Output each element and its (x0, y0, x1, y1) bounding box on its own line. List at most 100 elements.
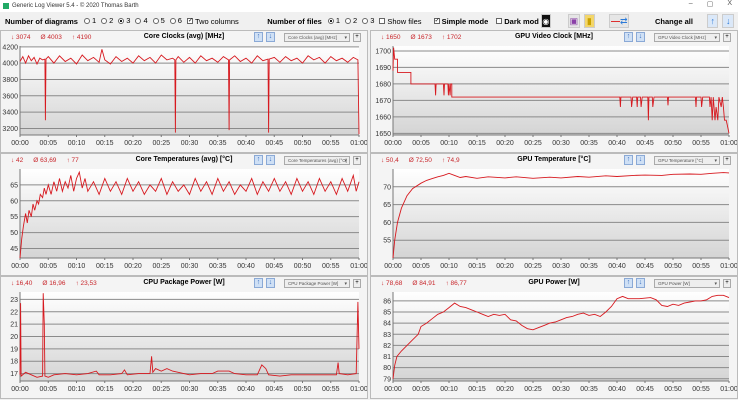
radio-circle[interactable] (135, 17, 142, 24)
x-tick-label: 00:15 (468, 386, 486, 393)
checkbox-box[interactable] (496, 18, 503, 24)
arrow-up-icon[interactable]: ↑ (706, 14, 719, 28)
arrow-up-icon[interactable]: ↑ (254, 32, 263, 42)
expand-button[interactable]: + (353, 155, 361, 165)
arrow-up-icon[interactable]: ↑ (254, 155, 263, 165)
series-select[interactable]: GPU Temperature [°C] (654, 155, 720, 165)
series-select[interactable]: Core Clocks (avg) [MHz] (284, 32, 350, 42)
x-tick-label: 01:00 (350, 263, 367, 270)
expand-button[interactable]: + (723, 155, 731, 165)
radio-label: 5 (160, 16, 165, 26)
expand-button[interactable]: + (353, 278, 361, 288)
checkbox-box[interactable] (379, 18, 386, 24)
stat-max: ↑ 23,53 (75, 280, 97, 287)
simple-mode-checkbox[interactable]: ✓ Simple mode (433, 17, 488, 26)
x-tick-label: 00:25 (152, 386, 170, 393)
radio-circle[interactable] (327, 17, 334, 24)
arrow-down-icon[interactable]: ↓ (266, 155, 275, 165)
y-tick-label: 82 (383, 343, 391, 350)
series-select[interactable]: GPU Power [W] (654, 278, 720, 288)
arrow-down-icon[interactable]: ↓ (636, 155, 645, 165)
stat-avg: Ø 84,91 (412, 280, 436, 287)
panel-stats: ↓ 42 Ø 63,69 ↑ 77 (11, 157, 79, 164)
stat-max: ↑ 86,77 (445, 280, 467, 287)
series-select[interactable]: Core Temperatures (avg) [°C] (284, 155, 350, 165)
arrow-down-icon[interactable]: ↓ (636, 278, 645, 288)
files-radio-1[interactable]: 1 (327, 16, 340, 25)
x-tick-label: 00:35 (580, 263, 598, 270)
diagrams-radio-1[interactable]: 1 (83, 16, 97, 26)
x-tick-label: 00:45 (636, 263, 654, 270)
remove-swap-icon[interactable]: — ⇄ (609, 14, 630, 28)
panel-header: ↓ 16,40 Ø 16,96 ↑ 23,53 CPU Package Powe… (1, 277, 367, 289)
arrow-down-icon[interactable]: ↓ (266, 278, 275, 288)
radio-circle[interactable] (83, 17, 90, 24)
stat-min: ↓ 42 (11, 157, 24, 164)
radio-circle[interactable] (362, 17, 369, 24)
diagrams-radio-5[interactable]: 5 (152, 16, 165, 26)
chart-plot: 17 18 19 20 21 22 23 00:00 00:05 00:10 00:15 00:20 0… (10, 292, 367, 393)
arrow-up-icon[interactable]: ↑ (254, 278, 263, 288)
diagrams-radio-6[interactable]: 6 (169, 16, 182, 25)
save-icon[interactable]: ▣ (568, 14, 580, 28)
stat-max: ↑ 1702 (441, 34, 462, 41)
panel-stats: ↓ 1650 Ø 1673 ↑ 1702 (381, 34, 461, 41)
radio-label: 1 (91, 16, 97, 26)
x-tick-label: 00:40 (237, 140, 255, 147)
arrow-down-icon[interactable]: ↓ (722, 14, 734, 28)
files-radio-3[interactable]: 3 (362, 16, 374, 25)
arrow-down-icon[interactable]: ↓ (266, 32, 275, 42)
arrow-up-icon[interactable]: ↑ (624, 32, 633, 42)
radio-circle[interactable] (118, 17, 125, 24)
x-tick-label: 00:55 (322, 263, 340, 270)
stat-avg: Ø 4003 (40, 34, 62, 41)
x-tick-label: 00:40 (237, 386, 255, 393)
close-button[interactable]: X (727, 0, 732, 7)
folder-icon[interactable]: ▮ (583, 14, 596, 28)
diagrams-radio-2[interactable]: 2 (101, 16, 113, 25)
expand-button[interactable]: + (353, 32, 361, 42)
diagrams-radio-3[interactable]: 3 (118, 16, 130, 25)
series-select[interactable]: CPU Package Power [W] (284, 278, 350, 288)
show-files-checkbox[interactable]: Show files (379, 17, 422, 26)
radio-circle[interactable] (345, 17, 352, 24)
x-tick-label: 01:00 (720, 263, 737, 270)
dark-mode-checkbox[interactable]: Dark mod (496, 17, 539, 26)
checkbox-box[interactable]: ✓ (186, 18, 193, 24)
x-tick-label: 00:05 (412, 386, 430, 393)
expand-button[interactable]: + (723, 278, 731, 288)
arrow-up-icon[interactable]: ↑ (624, 278, 633, 288)
x-tick-label: 00:00 (11, 263, 29, 270)
radio-circle[interactable] (101, 17, 108, 24)
change-all-label: Change all (655, 16, 693, 26)
plot-area (393, 169, 729, 258)
y-tick-label: 4000 (2, 61, 18, 68)
dark-mode-label: Dark mod (504, 16, 539, 26)
minimize-button[interactable]: – (688, 0, 693, 7)
x-tick-label: 00:25 (524, 386, 542, 393)
arrow-up-icon[interactable]: ↑ (624, 155, 633, 165)
x-tick-label: 00:55 (692, 140, 710, 147)
y-tick-label: 80 (383, 365, 391, 372)
series-line (19, 293, 360, 378)
radio-circle[interactable] (152, 17, 159, 24)
x-tick-label: 00:15 (96, 386, 114, 393)
panel-stats: ↓ 16,40 Ø 16,96 ↑ 23,53 (11, 280, 97, 287)
diagrams-radio-4[interactable]: 4 (135, 16, 148, 25)
checkbox-box[interactable]: ✓ (433, 18, 440, 24)
radio-circle[interactable] (169, 17, 176, 24)
y-tick-label: 79 (383, 376, 391, 383)
y-tick-label: 3600 (2, 93, 18, 100)
x-tick-label: 00:45 (265, 263, 283, 270)
chart-panel: ↓ 1650 Ø 1673 ↑ 1702 GPU Video Clock [MH… (370, 30, 738, 153)
x-tick-label: 00:05 (412, 263, 430, 270)
camera-icon[interactable]: ◉ (540, 14, 551, 28)
expand-button[interactable]: + (723, 32, 731, 42)
series-select[interactable]: GPU Video Clock [MHz] (654, 32, 720, 42)
x-tick-label: 00:55 (692, 386, 710, 393)
files-radio-2[interactable]: 2 (345, 16, 357, 25)
maximize-button[interactable]: ▢ (706, 1, 714, 8)
arrow-down-icon[interactable]: ↓ (636, 32, 645, 42)
y-tick-label: 85 (383, 310, 391, 317)
two-columns-checkbox[interactable]: ✓ Two columns (186, 17, 239, 26)
